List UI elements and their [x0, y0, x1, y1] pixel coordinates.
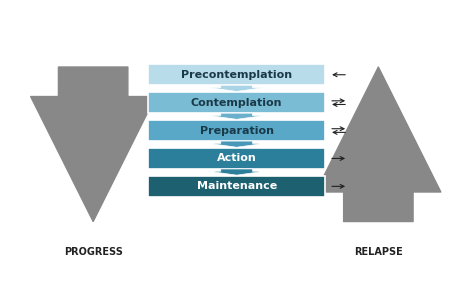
Text: Maintenance: Maintenance — [196, 181, 276, 191]
Bar — [148, 148, 324, 169]
Text: RELAPSE: RELAPSE — [353, 247, 402, 257]
Bar — [148, 92, 324, 113]
Text: PROGRESS: PROGRESS — [64, 247, 122, 257]
Bar — [148, 64, 324, 85]
Text: Preparation: Preparation — [199, 126, 273, 135]
Polygon shape — [208, 141, 264, 147]
Polygon shape — [208, 85, 264, 91]
Polygon shape — [208, 169, 264, 175]
Bar — [148, 120, 324, 141]
Text: Contemplation: Contemplation — [190, 98, 282, 108]
Bar — [148, 176, 324, 197]
Text: Precontemplation: Precontemplation — [181, 70, 291, 80]
Polygon shape — [208, 113, 264, 119]
Text: Action: Action — [216, 154, 256, 163]
